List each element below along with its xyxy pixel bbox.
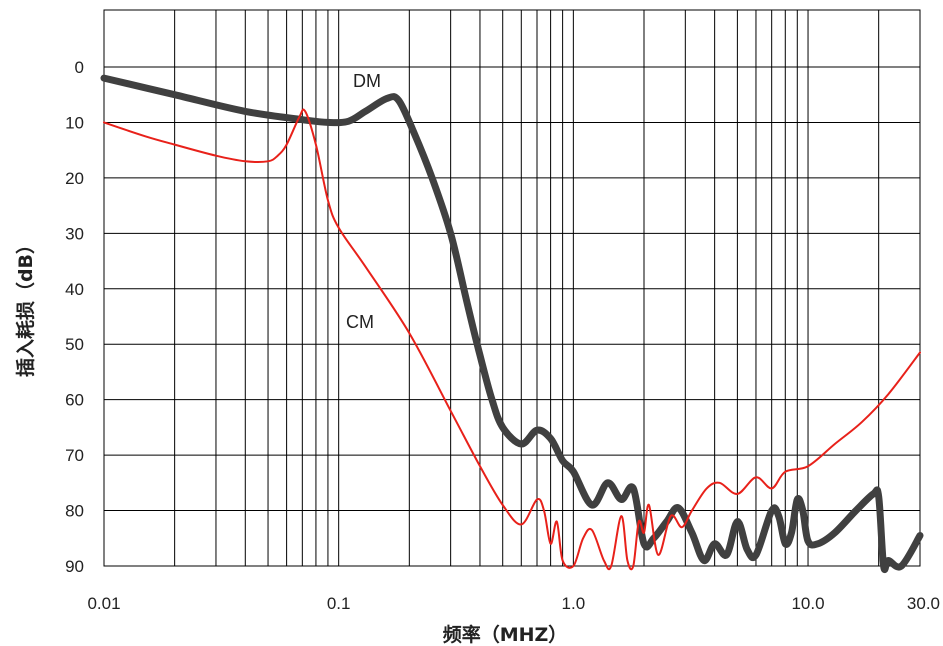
series-line-dm	[100, 74, 924, 574]
x-tick-label: 10.0	[791, 594, 824, 613]
x-tick-labels: 0.01 0.1 1.0 10.0 30.0	[87, 594, 940, 613]
y-tick-label: 30	[65, 224, 84, 243]
y-tick-label: 50	[65, 335, 84, 354]
y-tick-labels: 0 10 20 30 40 50 60 70 80 90	[65, 58, 84, 576]
y-tick-label: 40	[65, 280, 84, 299]
y-tick-label: 60	[65, 391, 84, 410]
y-tick-label: 0	[75, 58, 84, 77]
y-tick-label: 70	[65, 446, 84, 465]
x-tick-label: 0.01	[87, 594, 120, 613]
x-tick-label: 30.0	[907, 594, 940, 613]
series-label-dm: DM	[353, 71, 381, 91]
y-axis-title: 插入耗损（dB）	[14, 235, 37, 377]
y-tick-label: 20	[65, 169, 84, 188]
series-line-cm	[103, 108, 921, 571]
series-lines	[100, 74, 924, 574]
grid	[103, 10, 921, 567]
series-label-cm: CM	[346, 312, 374, 332]
x-tick-label: 1.0	[562, 594, 586, 613]
x-tick-label: 0.1	[327, 594, 351, 613]
x-axis-title: 频率（MHZ）	[443, 623, 568, 646]
y-tick-label: 80	[65, 502, 84, 521]
y-tick-label: 10	[65, 113, 84, 132]
y-tick-label: 90	[65, 557, 84, 576]
